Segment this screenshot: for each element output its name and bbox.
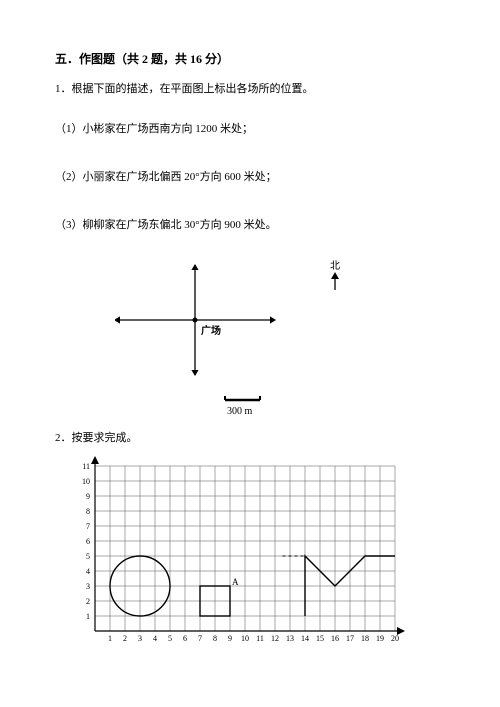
svg-text:1: 1: [108, 634, 112, 643]
svg-text:10: 10: [241, 634, 249, 643]
svg-text:14: 14: [301, 634, 309, 643]
q2-stem: 2．按要求完成。: [55, 430, 445, 447]
svg-text:2: 2: [86, 597, 90, 606]
svg-text:9: 9: [228, 634, 232, 643]
svg-text:4: 4: [153, 634, 157, 643]
svg-text:5: 5: [86, 552, 90, 561]
svg-text:11: 11: [256, 634, 264, 643]
q1-sub1: （1）小彬家在广场西南方向 1200 米处；: [55, 120, 445, 136]
svg-text:8: 8: [86, 507, 90, 516]
q1-sub3: （3）柳柳家在广场东偏北 30°方向 900 米处。: [55, 216, 445, 232]
svg-text:19: 19: [376, 634, 384, 643]
svg-text:3: 3: [138, 634, 142, 643]
grid-svg: 1234567891011123456789101112131415161718…: [55, 456, 425, 651]
svg-text:300 m: 300 m: [227, 406, 253, 417]
svg-text:11: 11: [82, 462, 90, 471]
svg-text:17: 17: [346, 634, 354, 643]
svg-text:8: 8: [213, 634, 217, 643]
svg-text:广场: 广场: [201, 324, 221, 337]
q1-sub2: （2）小丽家在广场北偏西 20°方向 600 米处；: [55, 168, 445, 184]
section-title: 五．作图题（共 2 题，共 16 分）: [55, 50, 445, 67]
svg-text:6: 6: [86, 537, 90, 546]
page: 五．作图题（共 2 题，共 16 分） 1．根据下面的描述，在平面图上标出各场所…: [0, 0, 500, 707]
svg-text:3: 3: [86, 582, 90, 591]
svg-text:18: 18: [361, 634, 369, 643]
svg-text:9: 9: [86, 492, 90, 501]
svg-text:A: A: [232, 577, 239, 587]
svg-text:10: 10: [82, 477, 90, 486]
svg-text:12: 12: [271, 634, 279, 643]
svg-text:6: 6: [183, 634, 187, 643]
svg-text:5: 5: [168, 634, 172, 643]
q1-stem: 1．根据下面的描述，在平面图上标出各场所的位置。: [55, 81, 445, 98]
q2-grid: 1234567891011123456789101112131415161718…: [55, 456, 445, 656]
svg-text:1: 1: [86, 612, 90, 621]
cross-axes-svg: 广场 北 300 m: [115, 250, 415, 420]
svg-text:2: 2: [123, 634, 127, 643]
svg-text:4: 4: [86, 567, 90, 576]
svg-text:13: 13: [286, 634, 294, 643]
svg-text:北: 北: [330, 260, 340, 272]
svg-text:20: 20: [391, 634, 399, 643]
svg-text:7: 7: [86, 522, 90, 531]
svg-text:16: 16: [331, 634, 339, 643]
svg-text:15: 15: [316, 634, 324, 643]
q1-diagram: 广场 北 300 m: [115, 250, 415, 420]
svg-text:7: 7: [198, 634, 202, 643]
